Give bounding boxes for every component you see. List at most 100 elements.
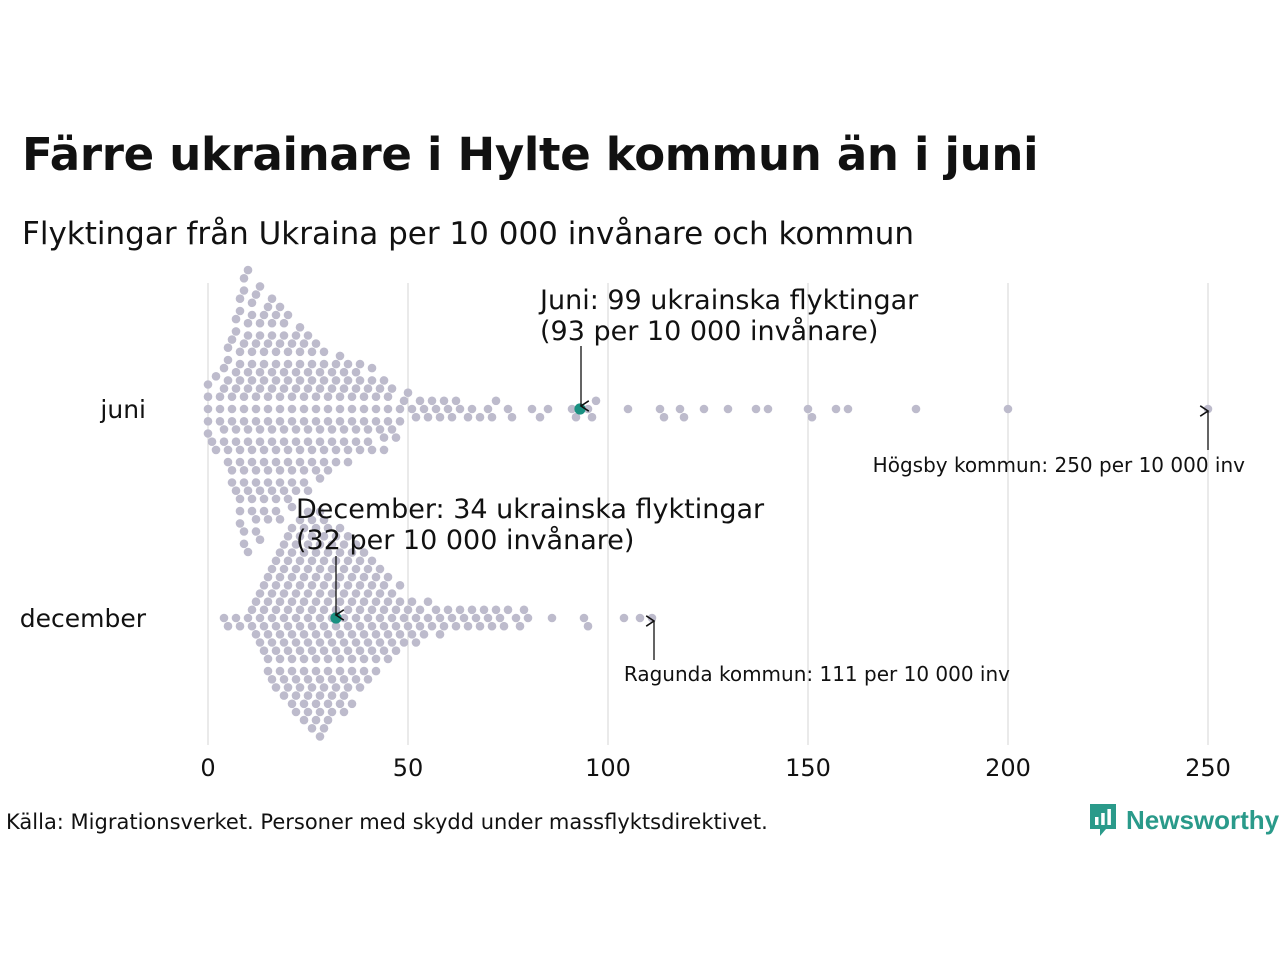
data-point-december — [343, 532, 353, 541]
data-point-juni — [323, 417, 333, 426]
data-point-december — [383, 597, 393, 606]
data-point-december — [347, 630, 357, 639]
x-tick-label-0: 0 — [200, 754, 215, 782]
data-point-juni — [231, 425, 241, 434]
data-point-juni — [351, 437, 361, 447]
data-point-december — [347, 548, 357, 557]
data-point-juni — [723, 404, 733, 414]
data-point-december — [331, 646, 341, 655]
data-point-december — [339, 691, 349, 700]
data-point-juni — [271, 376, 281, 385]
data-point-juni — [219, 437, 229, 447]
data-point-juni — [375, 425, 385, 434]
data-point-juni — [231, 437, 241, 447]
data-point-juni — [571, 412, 581, 422]
data-point-juni — [251, 478, 261, 487]
data-point-december — [327, 564, 337, 574]
data-point-december — [431, 605, 441, 615]
data-point-december — [291, 540, 301, 549]
data-point-december — [247, 621, 257, 631]
data-point-december — [319, 621, 329, 631]
data-point-december — [287, 572, 297, 582]
data-point-juni — [435, 412, 445, 422]
data-point-juni — [383, 417, 393, 426]
data-point-juni — [247, 494, 257, 504]
data-point-juni — [351, 367, 361, 377]
data-point-juni — [283, 310, 293, 320]
data-point-juni — [315, 474, 325, 483]
data-point-december — [303, 540, 313, 549]
data-point-december — [471, 613, 481, 623]
data-point-december — [359, 654, 369, 664]
data-point-december — [251, 597, 261, 606]
data-point-december — [327, 540, 337, 549]
data-point-juni — [343, 457, 353, 467]
data-point-december — [315, 507, 325, 517]
data-point-december — [263, 654, 273, 664]
chart-title: Färre ukrainare i Hylte kommun än i juni — [22, 128, 1039, 181]
data-point-december — [371, 666, 381, 676]
data-point-juni — [243, 384, 253, 393]
data-point-december — [299, 548, 309, 557]
data-point-juni — [347, 392, 357, 402]
data-point-december — [263, 572, 273, 582]
data-point-december — [339, 564, 349, 574]
data-point-december — [291, 638, 301, 647]
data-point-juni — [307, 359, 317, 369]
data-point-juni — [235, 347, 245, 357]
data-point-juni — [267, 486, 277, 496]
data-point-december — [307, 683, 317, 692]
data-point-juni — [259, 359, 269, 369]
december-annotation-line2: (32 per 10 000 invånare) — [296, 525, 634, 556]
data-point-december — [519, 605, 529, 615]
data-point-december — [311, 699, 321, 709]
data-point-december — [343, 683, 353, 692]
data-point-december — [359, 630, 369, 639]
data-point-juni — [427, 396, 437, 406]
data-point-december — [359, 666, 369, 676]
data-point-december — [271, 605, 281, 615]
data-point-december — [303, 691, 313, 700]
data-point-juni — [395, 417, 405, 426]
data-point-december — [335, 572, 345, 582]
data-point-december — [363, 675, 373, 684]
data-point-december — [255, 613, 265, 623]
data-point-december — [387, 638, 397, 647]
data-point-juni — [331, 445, 341, 455]
data-point-december — [271, 621, 281, 631]
data-point-december — [279, 589, 289, 598]
data-point-juni — [215, 404, 225, 414]
data-point-december — [327, 691, 337, 700]
data-point-juni — [491, 396, 501, 406]
data-point-juni — [219, 363, 229, 373]
data-point-juni — [315, 367, 325, 377]
data-point-december — [307, 621, 317, 631]
data-point-juni — [239, 466, 249, 475]
chart-subtitle: Flyktingar från Ukraina per 10 000 invån… — [22, 216, 915, 252]
data-point-december — [323, 597, 333, 606]
data-point-december — [379, 621, 389, 631]
data-point-juni — [415, 396, 425, 406]
data-point-december — [275, 654, 285, 664]
data-point-juni — [251, 339, 261, 348]
data-point-juni — [911, 404, 921, 414]
data-point-december — [399, 638, 409, 647]
highlight-point-juni — [574, 403, 586, 415]
data-point-december — [303, 564, 313, 574]
data-point-december — [367, 646, 377, 655]
data-point-juni — [1003, 404, 1013, 414]
data-point-juni — [279, 425, 289, 434]
data-point-juni — [303, 437, 313, 447]
data-point-december — [315, 564, 325, 574]
data-point-december — [355, 621, 365, 631]
data-point-december — [443, 605, 453, 615]
data-point-juni — [203, 392, 213, 402]
data-point-juni — [407, 404, 417, 414]
data-point-december — [523, 613, 533, 623]
data-point-juni — [279, 367, 289, 377]
data-point-juni — [255, 318, 265, 328]
data-point-juni — [331, 359, 341, 369]
data-point-juni — [315, 425, 325, 434]
data-point-juni — [255, 331, 265, 340]
data-point-juni — [251, 404, 261, 414]
